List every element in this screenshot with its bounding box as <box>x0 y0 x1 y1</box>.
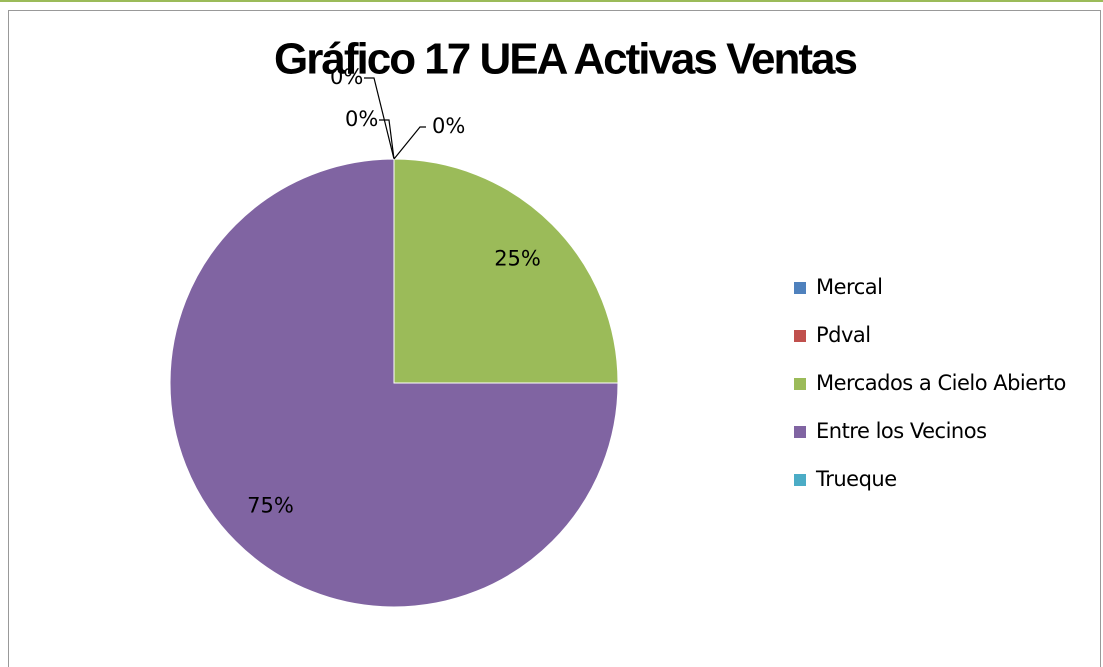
data-label: 25% <box>494 246 541 270</box>
legend-label: Trueque <box>815 467 897 491</box>
pie-slice <box>393 158 619 384</box>
chart-frame <box>8 10 1101 667</box>
legend-label: Mercados a Cielo Abierto <box>816 371 1066 395</box>
legend-swatch <box>794 378 806 390</box>
data-label: 0% <box>432 114 465 138</box>
chart-title: Gráfico 17 UEA Activas Ventas <box>274 35 856 84</box>
legend-label: Entre los Vecinos <box>816 419 987 443</box>
leader-line <box>393 126 426 160</box>
legend-swatch <box>794 426 806 438</box>
data-label: 0% <box>345 107 378 131</box>
data-label: 0% <box>330 65 363 89</box>
leader-line <box>364 77 395 160</box>
leader-line <box>379 119 395 160</box>
pie-slice <box>169 158 619 608</box>
legend-label: Mercal <box>816 275 882 299</box>
legend-swatch <box>794 474 806 486</box>
legend-swatch <box>794 330 806 342</box>
legend-swatch <box>794 282 806 294</box>
data-label: 75% <box>247 494 294 518</box>
legend-label: Pdval <box>816 323 871 347</box>
